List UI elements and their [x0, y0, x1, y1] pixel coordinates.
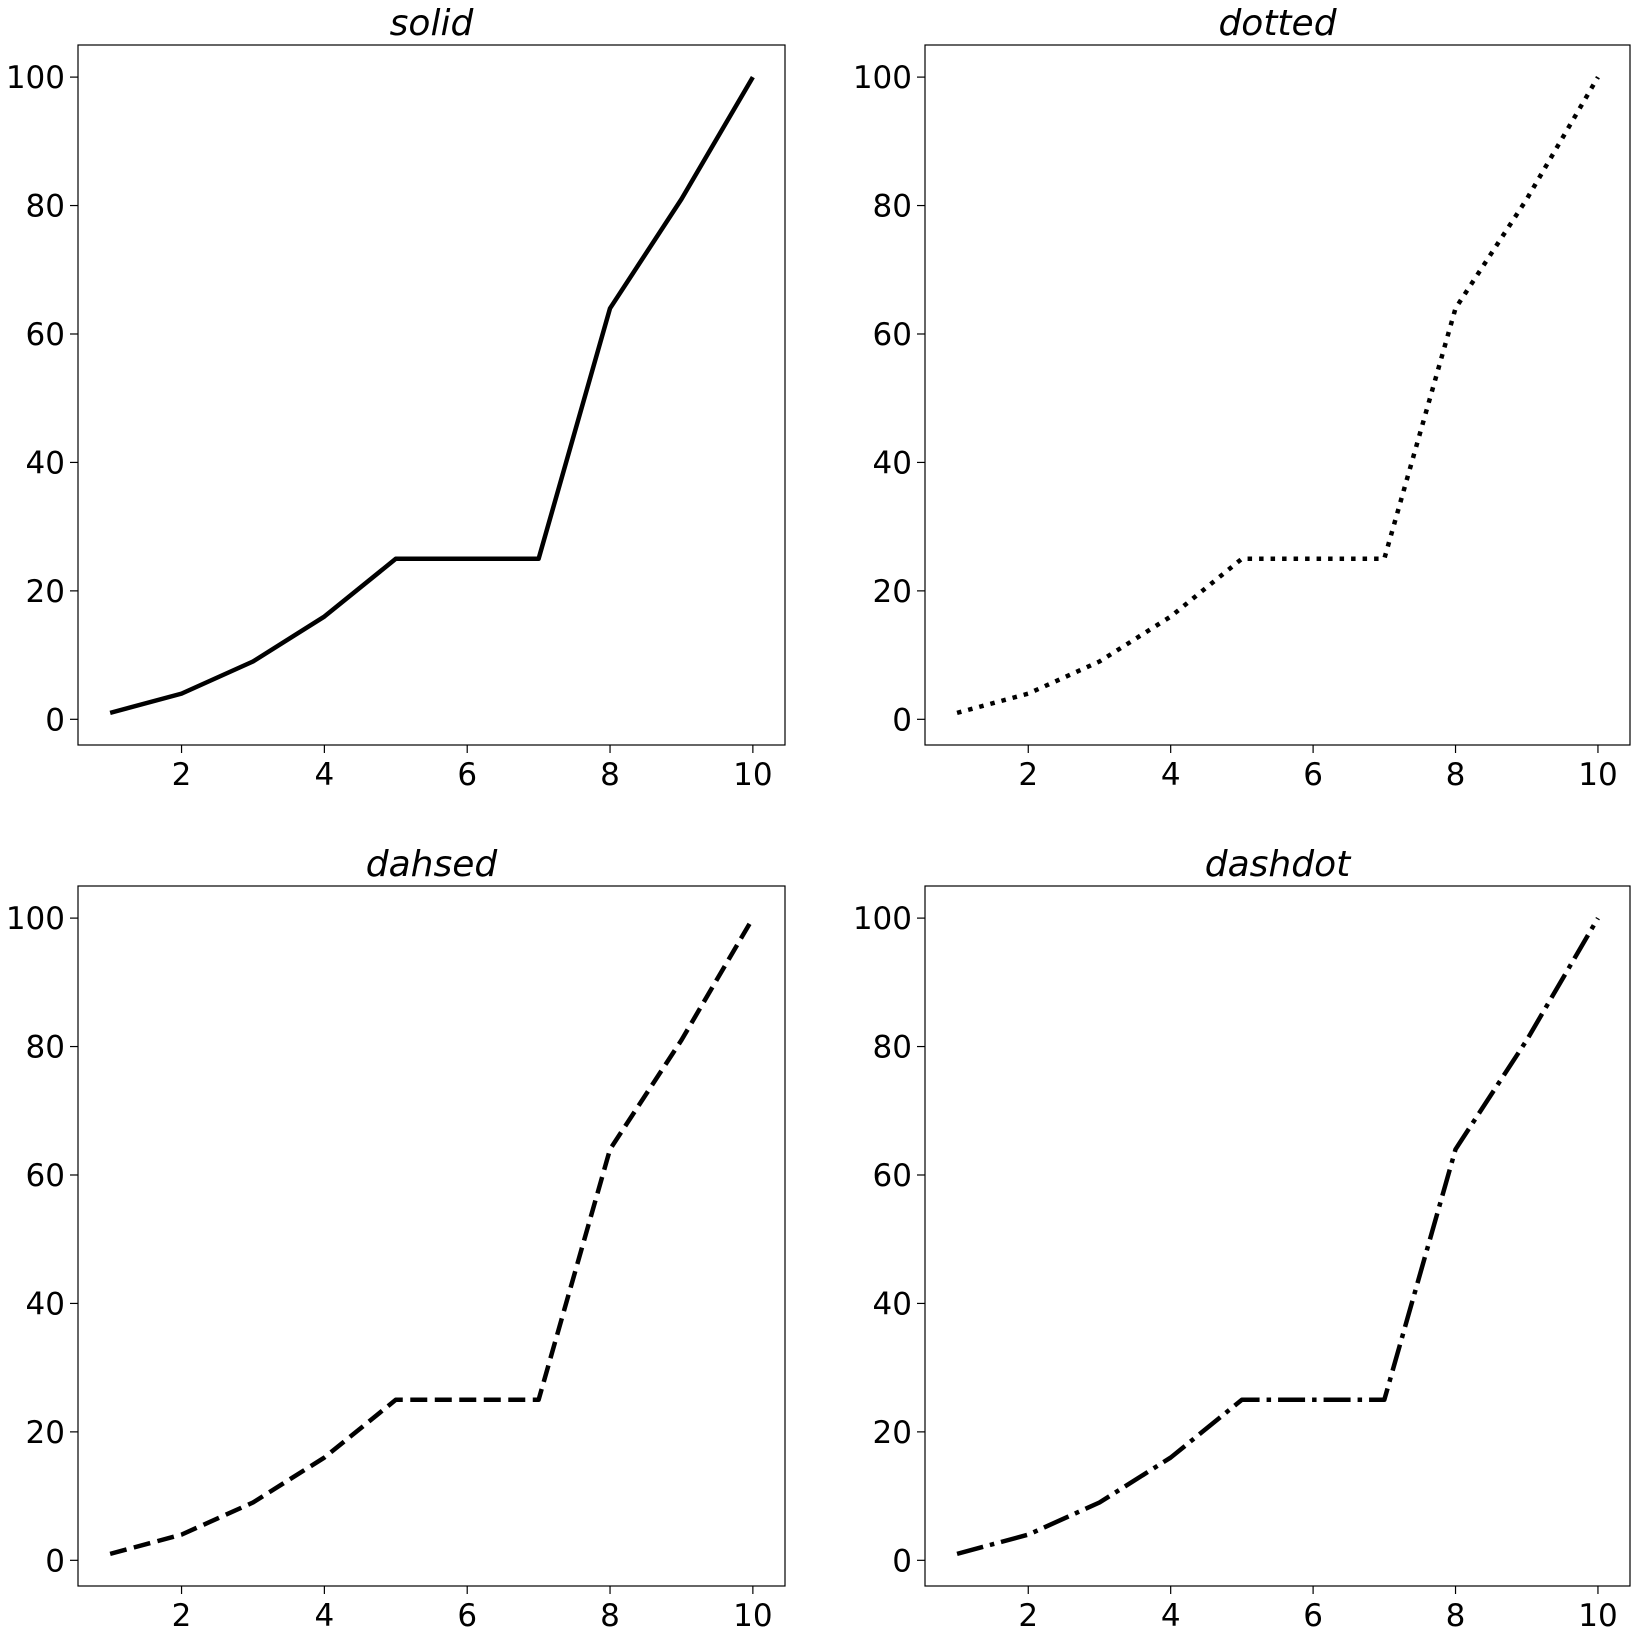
- y-tick-label: 0: [45, 1543, 65, 1579]
- y-tick-label: 60: [873, 317, 912, 353]
- y-tick-label: 0: [45, 702, 65, 738]
- y-tick-label: 40: [873, 1286, 912, 1322]
- y-tick-label: 20: [26, 1415, 65, 1451]
- chart-title: solid: [390, 3, 475, 44]
- y-tick-label: 40: [26, 1286, 65, 1322]
- axes-frame: [77, 885, 786, 1587]
- y-tick-label: 100: [6, 60, 65, 96]
- x-tick-label: 4: [1161, 1598, 1181, 1634]
- chart-title: dotted: [1218, 3, 1337, 44]
- x-tick-label: 4: [315, 1598, 335, 1634]
- x-tick-label: 2: [172, 757, 192, 793]
- x-tick-label: 2: [172, 1598, 192, 1634]
- y-tick-label: 40: [26, 445, 65, 481]
- x-tick-label: 10: [1578, 1598, 1617, 1634]
- series-line-dashed: [109, 916, 755, 1557]
- x-tick-label: 6: [457, 757, 477, 793]
- y-tick-label: 0: [892, 702, 912, 738]
- chart-title: dahsed: [366, 844, 499, 885]
- axes-frame: [924, 44, 1631, 746]
- axes-frame: [77, 44, 786, 746]
- y-tick-label: 60: [26, 317, 65, 353]
- y-tick-label: 40: [873, 445, 912, 481]
- x-tick-label: 4: [315, 757, 335, 793]
- x-tick-label: 6: [1303, 1598, 1323, 1634]
- y-tick-label: 100: [853, 60, 912, 96]
- y-tick-label: 20: [26, 574, 65, 610]
- series-line-dashdot: [956, 916, 1600, 1557]
- y-tick-label: 60: [26, 1158, 65, 1194]
- series-line-dotted: [956, 75, 1600, 716]
- x-tick-label: 6: [457, 1598, 477, 1634]
- x-tick-label: 10: [1578, 757, 1617, 793]
- axes-frame: [924, 885, 1631, 1587]
- x-tick-label: 6: [1303, 757, 1323, 793]
- x-tick-label: 8: [600, 757, 620, 793]
- x-tick-label: 8: [1446, 757, 1466, 793]
- y-tick-label: 80: [26, 1030, 65, 1066]
- y-tick-label: 80: [873, 1030, 912, 1066]
- y-tick-label: 20: [873, 574, 912, 610]
- series-line-solid: [109, 75, 755, 716]
- y-tick-label: 20: [873, 1415, 912, 1451]
- y-tick-label: 100: [853, 901, 912, 937]
- y-tick-label: 100: [6, 901, 65, 937]
- x-tick-label: 10: [733, 1598, 772, 1634]
- x-tick-label: 8: [600, 1598, 620, 1634]
- x-tick-label: 10: [733, 757, 772, 793]
- x-tick-label: 2: [1018, 757, 1038, 793]
- x-tick-label: 4: [1161, 757, 1181, 793]
- y-tick-label: 0: [892, 1543, 912, 1579]
- y-tick-label: 60: [873, 1158, 912, 1194]
- x-tick-label: 2: [1018, 1598, 1038, 1634]
- x-tick-label: 8: [1446, 1598, 1466, 1634]
- y-tick-label: 80: [26, 189, 65, 225]
- chart-title: dashdot: [1205, 844, 1352, 885]
- y-tick-label: 80: [873, 189, 912, 225]
